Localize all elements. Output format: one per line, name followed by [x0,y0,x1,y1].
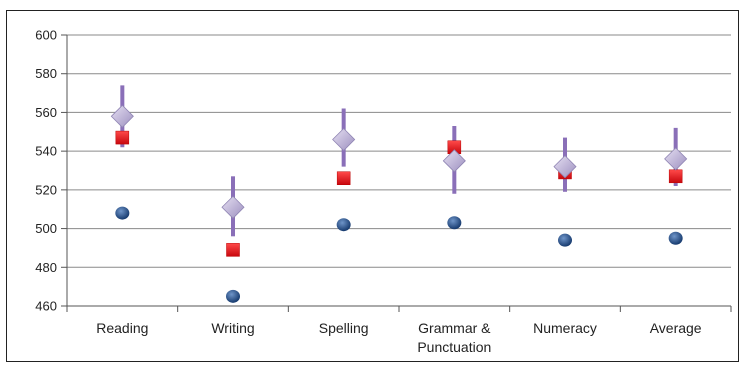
y-tick-label: 560 [35,105,57,120]
diamond-point [442,149,466,173]
y-tick-label: 600 [35,28,57,43]
y-tick-label: 580 [35,66,57,81]
square-point [336,171,351,185]
diamond-point [221,195,245,219]
x-category-label: Grammar & Punctuation [417,320,491,355]
x-category-label: Numeracy [533,320,597,336]
square-point [668,169,683,184]
x-category-label: Reading [96,320,148,336]
circle-point [668,231,683,245]
circle-point [336,218,351,232]
circle-point [226,289,240,303]
x-category-label-line: Grammar & [418,320,491,336]
y-tick-label: 520 [35,182,57,197]
data-marks [110,104,688,303]
chart-frame [6,10,739,362]
circle-point [558,233,572,247]
gridlines [67,34,731,268]
x-category-labels: Reading Writing Spelling Grammar & Punctuati… [96,320,702,355]
x-category-label-line: Average [650,320,702,336]
x-category-label-line: Reading [96,320,148,336]
error-bars [120,85,678,237]
y-tick-label: 540 [35,144,57,159]
circle-point [115,206,130,220]
y-tick-label: 500 [35,221,57,236]
x-category-label: Average [650,320,702,336]
x-category-label-line: Punctuation [417,339,491,355]
y-tick-labels: 460 480 500 520 540 560 580 600 [35,28,57,314]
axes [61,34,732,312]
x-category-label-line: Numeracy [533,320,597,336]
x-category-label: Writing [211,320,254,336]
diamond-point [664,147,688,171]
x-category-label-line: Writing [211,320,254,336]
square-point [226,243,240,257]
x-category-label-line: Spelling [319,320,369,336]
y-tick-label: 480 [35,260,57,275]
y-tick-label: 460 [35,299,57,314]
square-point [115,130,130,145]
circle-point [447,216,462,230]
diamond-point [553,155,577,179]
diamond-point [110,104,134,128]
x-category-label: Spelling [319,320,369,336]
diamond-point [332,127,356,152]
